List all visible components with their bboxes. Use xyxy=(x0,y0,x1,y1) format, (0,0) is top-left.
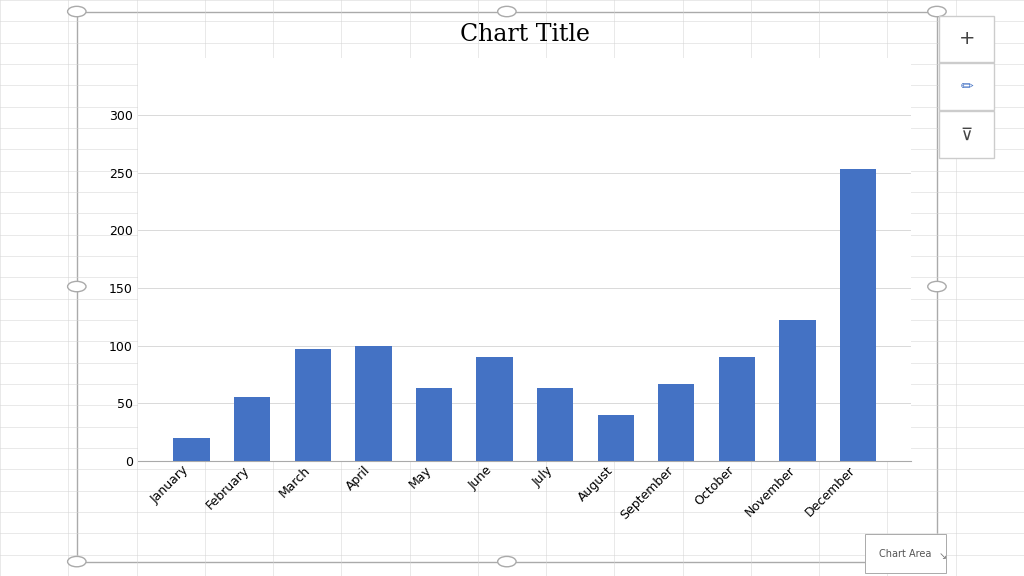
FancyBboxPatch shape xyxy=(939,16,994,62)
FancyBboxPatch shape xyxy=(939,63,994,110)
Bar xyxy=(658,384,694,461)
Circle shape xyxy=(928,6,946,17)
Circle shape xyxy=(498,556,516,567)
Circle shape xyxy=(68,556,86,567)
Circle shape xyxy=(928,556,946,567)
Circle shape xyxy=(68,6,86,17)
FancyBboxPatch shape xyxy=(77,12,937,562)
Bar xyxy=(355,346,391,461)
Bar xyxy=(416,388,452,461)
Title: Chart Title: Chart Title xyxy=(460,23,590,46)
Circle shape xyxy=(498,6,516,17)
Bar xyxy=(537,388,573,461)
Bar xyxy=(233,397,270,461)
Bar xyxy=(840,169,877,461)
Bar xyxy=(173,438,210,461)
FancyBboxPatch shape xyxy=(939,111,994,158)
Bar xyxy=(295,349,331,461)
Bar xyxy=(779,320,816,461)
Bar xyxy=(476,357,513,461)
Bar xyxy=(598,415,634,461)
Bar xyxy=(719,357,755,461)
Text: +: + xyxy=(958,29,975,48)
Text: ⊽: ⊽ xyxy=(961,126,973,143)
Text: Chart Area: Chart Area xyxy=(880,549,932,559)
Text: ↘: ↘ xyxy=(939,551,947,561)
Circle shape xyxy=(68,281,86,292)
Circle shape xyxy=(928,281,946,292)
Text: ✏: ✏ xyxy=(961,79,973,94)
